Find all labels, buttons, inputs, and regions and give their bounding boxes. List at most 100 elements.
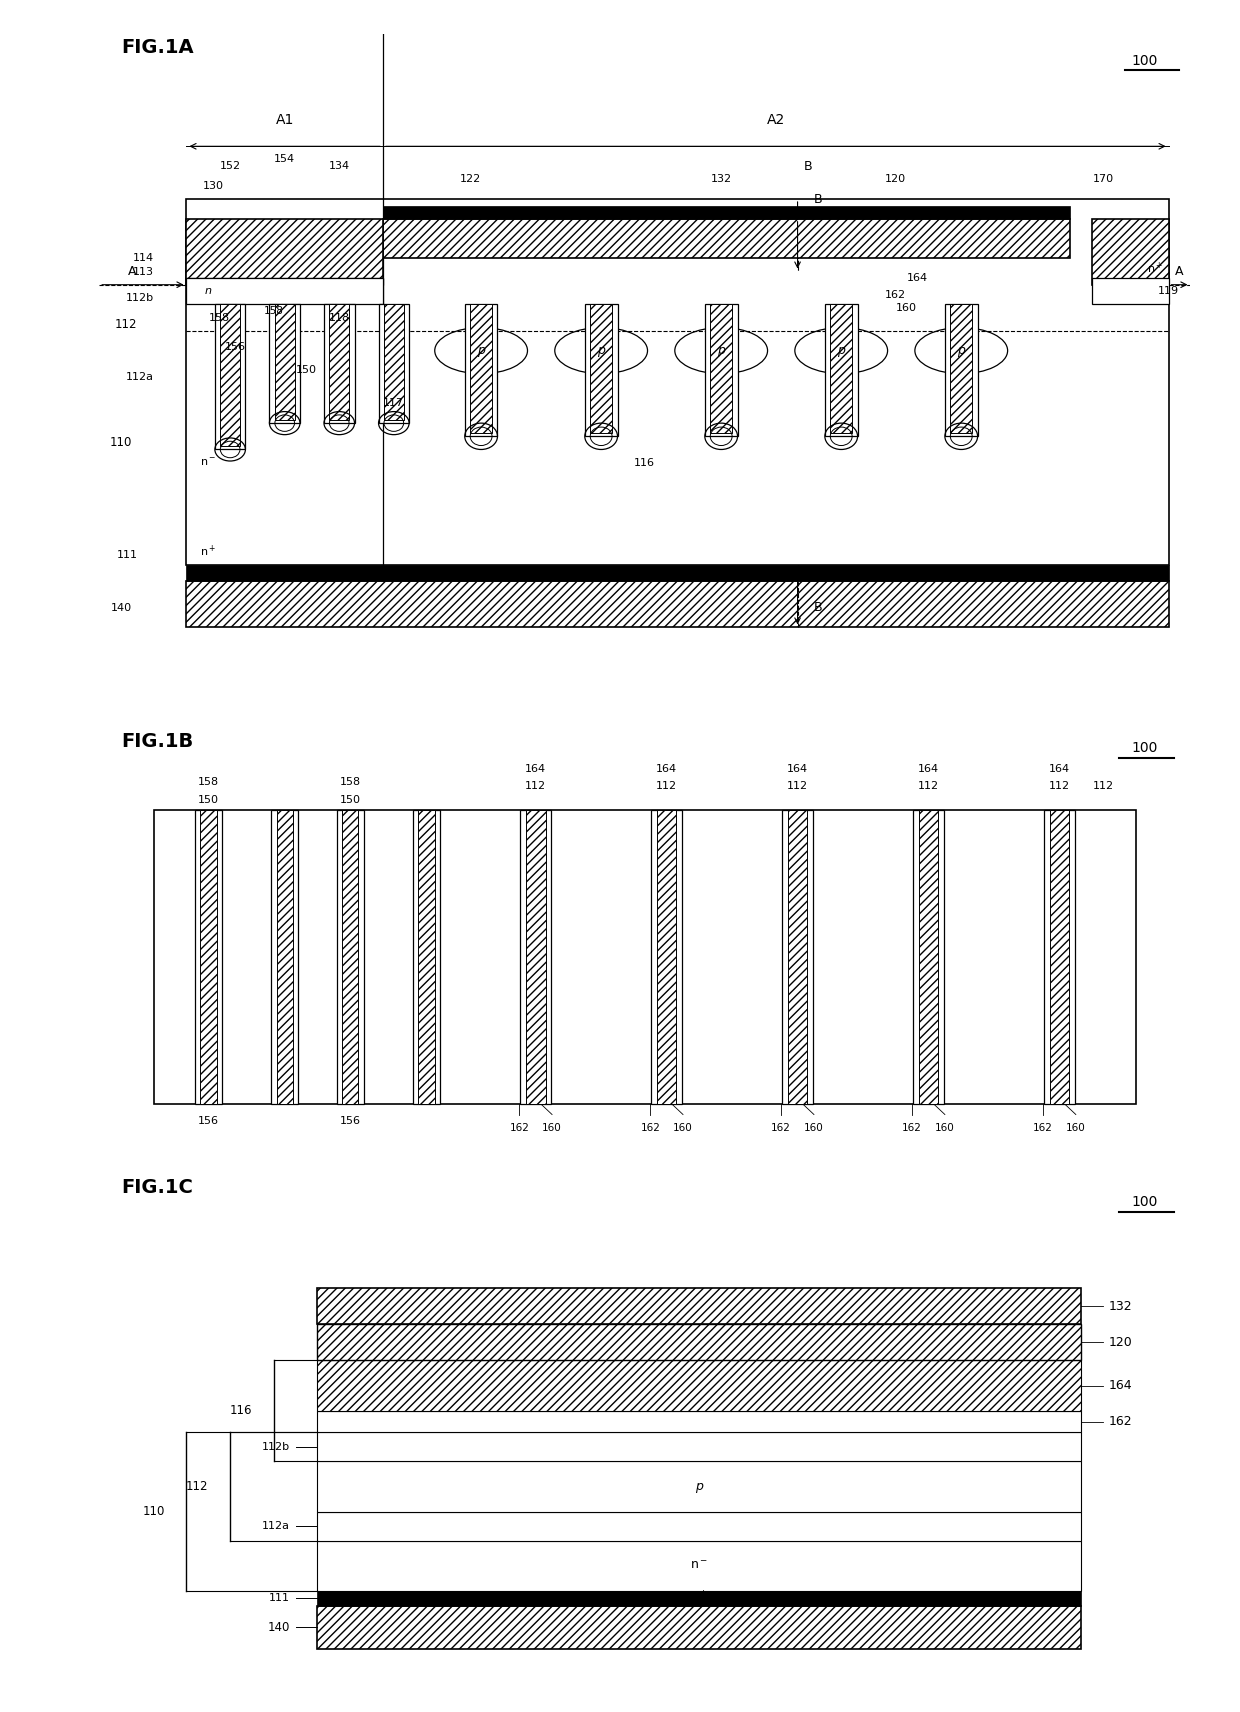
- Bar: [186, 582, 1168, 628]
- Bar: [269, 305, 300, 423]
- Bar: [590, 305, 613, 433]
- Bar: [378, 305, 409, 423]
- Bar: [317, 1411, 1081, 1433]
- Bar: [317, 1287, 1081, 1325]
- Text: 120: 120: [885, 175, 906, 185]
- Bar: [1092, 219, 1168, 284]
- Bar: [317, 1433, 1081, 1462]
- Text: A1: A1: [275, 113, 294, 127]
- Bar: [470, 305, 492, 433]
- Text: p: p: [957, 344, 965, 358]
- Text: 170: 170: [1092, 175, 1114, 185]
- Bar: [277, 810, 293, 1104]
- Text: 112: 112: [1049, 781, 1070, 791]
- Text: p: p: [477, 344, 485, 358]
- Text: 134: 134: [329, 161, 350, 171]
- Bar: [317, 1541, 1081, 1590]
- Text: FIG.1B: FIG.1B: [122, 731, 193, 752]
- Text: 162: 162: [903, 1123, 923, 1133]
- Bar: [330, 305, 350, 419]
- Text: 158: 158: [340, 777, 361, 788]
- Bar: [272, 810, 299, 1104]
- Text: 158: 158: [208, 313, 229, 322]
- Text: 150: 150: [198, 794, 218, 805]
- Text: 164: 164: [787, 764, 808, 774]
- Text: FIG.1A: FIG.1A: [122, 38, 193, 56]
- Bar: [1044, 810, 1075, 1104]
- Bar: [413, 810, 440, 1104]
- Bar: [317, 1462, 1081, 1512]
- Text: 162: 162: [1109, 1416, 1132, 1428]
- Bar: [186, 219, 383, 284]
- Bar: [585, 305, 618, 437]
- Text: n$^+$: n$^+$: [200, 544, 217, 560]
- Text: FIG.1C: FIG.1C: [122, 1178, 193, 1197]
- Bar: [342, 810, 358, 1104]
- Bar: [651, 810, 682, 1104]
- Text: n: n: [205, 286, 212, 296]
- Bar: [383, 205, 1070, 219]
- Text: 112: 112: [918, 781, 939, 791]
- Text: 156: 156: [226, 342, 246, 353]
- Text: 150: 150: [296, 365, 317, 375]
- Text: 112: 112: [656, 781, 677, 791]
- Bar: [787, 810, 807, 1104]
- Text: p: p: [598, 344, 605, 358]
- Bar: [384, 305, 404, 419]
- Text: 160: 160: [804, 1123, 823, 1133]
- Text: n$^+$: n$^+$: [1147, 260, 1163, 276]
- Text: 117: 117: [383, 399, 404, 409]
- Text: B: B: [805, 159, 812, 173]
- Text: 112b: 112b: [125, 293, 154, 303]
- Text: 160: 160: [897, 303, 918, 313]
- Text: p: p: [717, 344, 725, 358]
- Bar: [711, 305, 732, 433]
- Text: 100: 100: [1131, 741, 1158, 755]
- Bar: [465, 305, 497, 437]
- Bar: [782, 810, 813, 1104]
- Text: 111: 111: [269, 1594, 290, 1604]
- Text: 110: 110: [109, 437, 131, 449]
- Bar: [186, 277, 383, 284]
- Text: n$^+$: n$^+$: [691, 1590, 708, 1606]
- Bar: [704, 305, 738, 437]
- Text: 132: 132: [1109, 1299, 1132, 1313]
- Bar: [919, 810, 939, 1104]
- Text: 119: 119: [1158, 286, 1179, 296]
- Text: n$^-$: n$^-$: [200, 457, 217, 469]
- Text: 132: 132: [711, 175, 732, 185]
- Text: 100: 100: [1131, 53, 1158, 67]
- Text: 154: 154: [274, 154, 295, 164]
- Bar: [657, 810, 677, 1104]
- Text: 100: 100: [1131, 1195, 1158, 1209]
- Text: 112b: 112b: [262, 1442, 290, 1452]
- Bar: [215, 305, 246, 450]
- Text: 164: 164: [1109, 1380, 1132, 1392]
- Text: 150: 150: [340, 794, 361, 805]
- Bar: [317, 1606, 1081, 1649]
- Bar: [1049, 810, 1069, 1104]
- Bar: [195, 810, 222, 1104]
- Text: 112: 112: [787, 781, 808, 791]
- Text: 152: 152: [219, 161, 241, 171]
- Text: 156: 156: [340, 1116, 361, 1126]
- Bar: [1092, 277, 1168, 305]
- Text: 158: 158: [197, 777, 219, 788]
- Text: 112: 112: [115, 318, 138, 330]
- Bar: [186, 565, 1168, 582]
- Text: 164: 164: [906, 274, 929, 282]
- Bar: [336, 810, 363, 1104]
- Text: 140: 140: [268, 1621, 290, 1633]
- Text: 162: 162: [1033, 1123, 1053, 1133]
- Text: 118: 118: [329, 313, 350, 322]
- Text: 130: 130: [203, 181, 224, 190]
- Bar: [186, 277, 383, 305]
- Text: 158: 158: [264, 306, 284, 317]
- Text: 112a: 112a: [262, 1522, 290, 1531]
- Bar: [521, 810, 551, 1104]
- Text: 162: 162: [771, 1123, 791, 1133]
- Bar: [825, 305, 858, 437]
- Bar: [221, 305, 241, 447]
- Text: 112: 112: [186, 1481, 208, 1493]
- Text: 162: 162: [640, 1123, 660, 1133]
